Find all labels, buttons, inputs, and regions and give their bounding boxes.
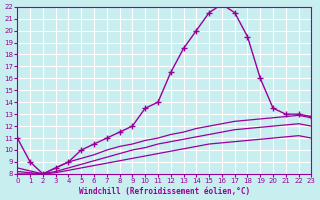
X-axis label: Windchill (Refroidissement éolien,°C): Windchill (Refroidissement éolien,°C) xyxy=(79,187,250,196)
